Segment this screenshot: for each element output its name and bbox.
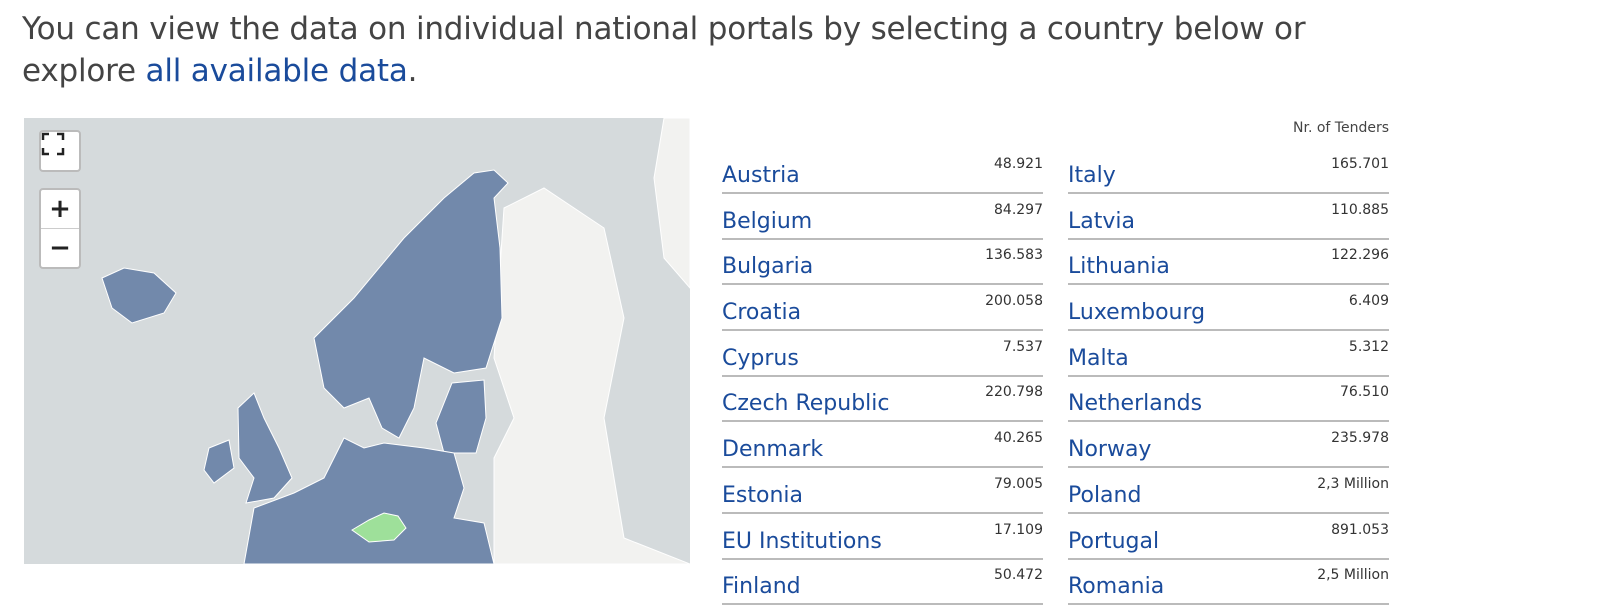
zoom-in[interactable]: + bbox=[41, 190, 79, 229]
tender-count: 76.510 bbox=[1340, 384, 1389, 401]
country-row: Romania 2,5 Million bbox=[1068, 561, 1389, 606]
intro-text: You can view the data on individual nati… bbox=[22, 11, 1306, 89]
country-link[interactable]: Malta bbox=[1068, 345, 1129, 371]
tender-count: 84.297 bbox=[994, 201, 1043, 218]
country-row: Poland 2,3 Million bbox=[1068, 470, 1389, 514]
country-link[interactable]: Austria bbox=[722, 163, 800, 188]
tender-count: 220.798 bbox=[985, 384, 1043, 401]
country-row: Malta 5.312 bbox=[1068, 333, 1389, 377]
country-row: Denmark 40.265 bbox=[722, 424, 1043, 469]
country-link[interactable]: Finland bbox=[722, 574, 801, 600]
country-row: Estonia 79.005 bbox=[722, 470, 1043, 514]
tender-count: 17.109 bbox=[994, 521, 1043, 538]
country-row: Bulgaria 136.583 bbox=[722, 241, 1043, 286]
country-row: Cyprus 7.537 bbox=[722, 333, 1043, 377]
great-britain bbox=[237, 392, 293, 504]
zoom-controls: + − bbox=[39, 188, 81, 269]
tender-count: 40.265 bbox=[994, 430, 1043, 447]
country-row: Norway 235.978 bbox=[1068, 424, 1389, 469]
country-link[interactable]: Estonia bbox=[722, 482, 803, 508]
country-link[interactable]: Netherlands bbox=[1068, 391, 1203, 417]
country-link[interactable]: Croatia bbox=[722, 300, 802, 326]
country-link[interactable]: Poland bbox=[1068, 482, 1142, 508]
country-link[interactable]: Denmark bbox=[722, 437, 824, 463]
tender-count: 7.537 bbox=[1002, 338, 1043, 355]
country-column: Italy 165.701 Latvia 110.885 Lithuania 122.29… bbox=[1068, 150, 1389, 607]
country-link[interactable]: Lithuania bbox=[1068, 254, 1170, 280]
page: You can view the data on individual nati… bbox=[22, 8, 1402, 606]
map[interactable]: + − bbox=[24, 118, 690, 564]
tender-count: 122.296 bbox=[1331, 247, 1389, 264]
fullscreen-button[interactable] bbox=[39, 130, 81, 172]
country-row: Belgium 84.297 bbox=[722, 196, 1043, 240]
country-link[interactable]: Portugal bbox=[1068, 528, 1160, 554]
all-data-link[interactable]: all available data bbox=[145, 53, 408, 89]
country-row: Austria 48.921 bbox=[722, 150, 1043, 194]
country-column: Austria 48.921 Belgium 84.297 Bulgaria 136.58… bbox=[722, 150, 1043, 607]
tender-count: 235.978 bbox=[1331, 430, 1389, 447]
tender-count: 136.583 bbox=[985, 247, 1043, 264]
country-row: Lithuania 122.296 bbox=[1068, 241, 1389, 286]
tender-count: 110.885 bbox=[1331, 201, 1389, 218]
tender-count: 79.005 bbox=[994, 475, 1043, 492]
column-header: Nr. of Tenders bbox=[1293, 120, 1389, 136]
tender-count: 50.472 bbox=[994, 567, 1043, 584]
intro: You can view the data on individual nati… bbox=[22, 8, 1402, 92]
tender-count: 6.409 bbox=[1348, 293, 1389, 310]
tender-count: 5.312 bbox=[1348, 338, 1389, 355]
country-row: EU Institutions 17.109 bbox=[722, 516, 1043, 560]
country-row: Luxembourg 6.409 bbox=[1068, 287, 1389, 332]
zoom-out[interactable]: − bbox=[49, 233, 71, 263]
country-link[interactable]: Luxembourg bbox=[1068, 300, 1206, 326]
tender-count: 165.701 bbox=[1331, 156, 1389, 172]
fullscreen-glyph bbox=[41, 132, 65, 156]
country-link[interactable]: Cyprus bbox=[722, 345, 799, 371]
tender-count: 2,5 Million bbox=[1317, 567, 1389, 584]
tender-count: 48.921 bbox=[994, 156, 1043, 172]
tender-count: 891.053 bbox=[1331, 521, 1389, 538]
country-link[interactable]: Norway bbox=[1068, 437, 1152, 463]
country-link[interactable]: Romania bbox=[1068, 574, 1165, 600]
country-link[interactable]: Bulgaria bbox=[722, 254, 814, 280]
fullscreen-icon bbox=[41, 132, 79, 170]
country-link[interactable]: Italy bbox=[1068, 163, 1116, 188]
country-row: Czech Republic 220.798 bbox=[722, 378, 1043, 423]
country-row: Portugal 891.053 bbox=[1068, 516, 1389, 560]
country-link[interactable]: Latvia bbox=[1068, 208, 1135, 234]
country-row: Croatia 200.058 bbox=[722, 287, 1043, 332]
baltics bbox=[435, 379, 487, 454]
scandinavia bbox=[313, 169, 509, 439]
country-link[interactable]: Czech Republic bbox=[722, 391, 890, 417]
ireland bbox=[203, 439, 235, 484]
austria bbox=[351, 512, 407, 543]
tender-count: 2,3 Million bbox=[1317, 475, 1389, 492]
tender-count: 200.058 bbox=[985, 293, 1043, 310]
iceland bbox=[101, 267, 177, 324]
intro-end: . bbox=[407, 53, 418, 89]
land-background bbox=[653, 118, 690, 289]
country-row: Netherlands 76.510 bbox=[1068, 378, 1389, 423]
map-canvas bbox=[101, 118, 690, 564]
country-link[interactable]: Belgium bbox=[722, 208, 813, 234]
country-row: Latvia 110.885 bbox=[1068, 196, 1389, 240]
country-link[interactable]: EU Institutions bbox=[722, 528, 882, 554]
country-row: Italy 165.701 bbox=[1068, 150, 1389, 194]
continent bbox=[243, 437, 495, 564]
land-background bbox=[493, 187, 690, 564]
country-row: Finland 50.472 bbox=[722, 561, 1043, 606]
